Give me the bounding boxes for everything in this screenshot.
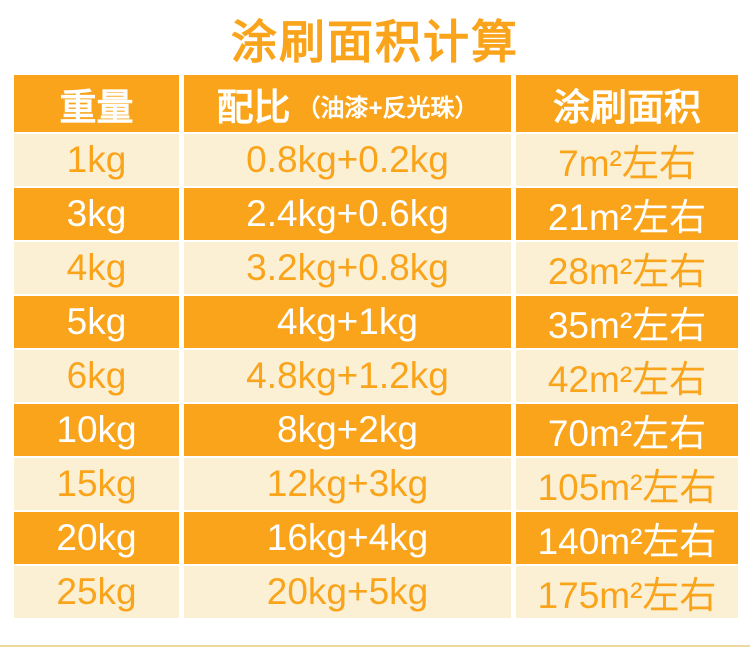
- header-ratio-sub: （油漆+反光珠）: [296, 95, 479, 122]
- table-cell-ratio: 2.4kg+0.6kg: [184, 188, 511, 240]
- table-cell-ratio: 16kg+4kg: [184, 512, 511, 564]
- table-cell-area: 105m²左右: [516, 458, 738, 510]
- table-cell-area: 7m²左右: [516, 134, 738, 186]
- table-cell-weight: 25kg: [14, 566, 179, 618]
- table-cell-weight: 10kg: [14, 404, 179, 456]
- page-title: 涂刷面积计算: [231, 16, 519, 68]
- table-cell-area: 35m²左右: [516, 296, 738, 348]
- paint-coverage-table: 重量 配比 （油漆+反光珠） 涂刷面积 1kg 0.8kg+0.2kg 7m²左…: [14, 75, 738, 618]
- table-cell-ratio: 8kg+2kg: [184, 404, 511, 456]
- table-cell-weight: 1kg: [14, 134, 179, 186]
- table-cell-area: 70m²左右: [516, 404, 738, 456]
- table-cell-weight: 6kg: [14, 350, 179, 402]
- table-cell-area: 140m²左右: [516, 512, 738, 564]
- header-area: 涂刷面积: [516, 75, 738, 132]
- table-cell-area: 21m²左右: [516, 188, 738, 240]
- table-cell-ratio: 12kg+3kg: [184, 458, 511, 510]
- table-cell-weight: 5kg: [14, 296, 179, 348]
- table-cell-area: 42m²左右: [516, 350, 738, 402]
- table-cell-weight: 15kg: [14, 458, 179, 510]
- table-cell-weight: 4kg: [14, 242, 179, 294]
- header-ratio: 配比 （油漆+反光珠）: [184, 75, 511, 132]
- table-cell-area: 175m²左右: [516, 566, 738, 618]
- table-cell-area: 28m²左右: [516, 242, 738, 294]
- table-cell-ratio: 20kg+5kg: [184, 566, 511, 618]
- table-cell-ratio: 4.8kg+1.2kg: [184, 350, 511, 402]
- bottom-divider: [0, 645, 750, 647]
- table-cell-ratio: 0.8kg+0.2kg: [184, 134, 511, 186]
- table-cell-weight: 20kg: [14, 512, 179, 564]
- header-weight: 重量: [14, 75, 179, 132]
- table-cell-ratio: 4kg+1kg: [184, 296, 511, 348]
- header-ratio-main: 配比: [216, 86, 291, 128]
- table-cell-ratio: 3.2kg+0.8kg: [184, 242, 511, 294]
- table-cell-weight: 3kg: [14, 188, 179, 240]
